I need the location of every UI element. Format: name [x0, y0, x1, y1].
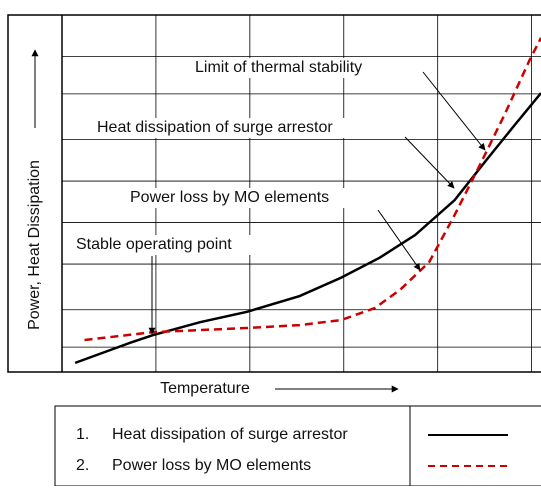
legend-number: 2. — [76, 457, 89, 474]
x-axis-label: Temperature — [160, 380, 250, 397]
annotation-bg — [195, 58, 413, 78]
annotation-arrow — [422, 71, 486, 151]
frame — [7, 14, 541, 373]
annotation: Power loss by MO elements — [130, 189, 329, 206]
annotation-bg — [97, 118, 393, 138]
y-axis-label: Power, Heat Dissipation — [26, 160, 43, 330]
annotation-arrow — [377, 209, 421, 271]
legend: 1. Heat dissipation of surge arrestor 2. Po… — [76, 426, 508, 474]
annotation: Limit of thermal stability — [195, 59, 362, 76]
legend-label: Power loss by MO elements — [112, 457, 311, 474]
legend-number: 1. — [76, 426, 89, 443]
annotation: Heat dissipation of surge arrestor — [97, 119, 333, 136]
annotation-bg — [130, 188, 378, 208]
annotation: Stable operating point — [76, 236, 232, 253]
legend-label: Heat dissipation of surge arrestor — [112, 426, 348, 443]
line — [84, 37, 541, 342]
lines — [74, 37, 541, 365]
line — [74, 92, 541, 365]
annotation-arrow — [404, 136, 455, 189]
annotation-bg — [76, 235, 276, 255]
